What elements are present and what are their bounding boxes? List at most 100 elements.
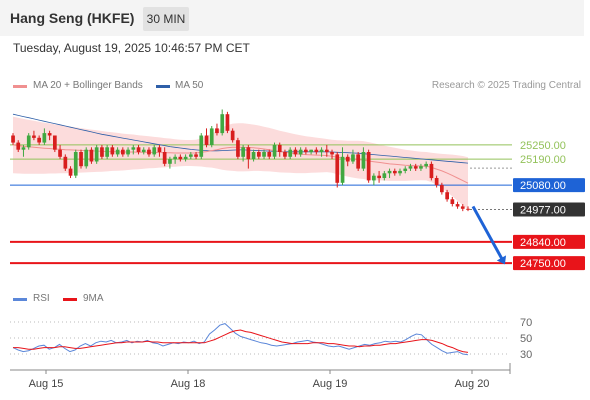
- rsi-tick-1: 50: [520, 333, 532, 345]
- candle-body: [366, 152, 371, 181]
- candle-body: [277, 144, 282, 152]
- instrument-title: Hang Seng (HKFE): [10, 10, 135, 26]
- rsi-series-rsi: [12, 323, 469, 356]
- price-tag-bg-5: [513, 256, 585, 271]
- candle-body: [356, 154, 360, 169]
- candle-body: [126, 149, 130, 155]
- candle-body: [398, 170, 402, 174]
- candle-body: [267, 152, 272, 157]
- candle-body: [257, 152, 261, 157]
- candle-body: [272, 144, 277, 157]
- candle-body: [440, 185, 444, 193]
- ma50-line: [12, 113, 469, 164]
- candle-body: [372, 175, 376, 181]
- candle-body: [319, 149, 324, 153]
- legend-label-rsi: RSI: [33, 293, 50, 304]
- candle-body: [387, 170, 392, 174]
- candle-body: [298, 149, 303, 155]
- price-tag-0: 25250.00: [520, 140, 566, 152]
- candle-body: [204, 135, 209, 145]
- candle-body: [47, 133, 52, 136]
- x-tick-label-0: Aug 15: [29, 378, 64, 390]
- credit-text: Research © 2025 Trading Central: [431, 80, 581, 91]
- candle-body: [434, 178, 439, 186]
- candle-body: [304, 149, 308, 153]
- candle-body: [11, 135, 15, 143]
- legend-swatch-rsi: [13, 298, 27, 301]
- candle-body: [408, 166, 413, 169]
- price-tag-bg-4: [513, 234, 585, 249]
- candle-body: [89, 149, 94, 162]
- candle-body: [413, 166, 418, 169]
- candle-body: [58, 149, 62, 157]
- candle-body: [110, 147, 115, 155]
- header-bar: Hang Seng (HKFE) 30 MIN: [0, 0, 584, 36]
- candle-body: [209, 128, 214, 145]
- price-tag-1: 25190.00: [520, 154, 566, 166]
- price-tag-5: 24750.00: [520, 258, 566, 270]
- candle-body: [121, 149, 125, 155]
- candle-body: [314, 149, 319, 153]
- ma20-line: [12, 144, 469, 184]
- candle-body: [84, 149, 89, 167]
- candle-body: [424, 163, 428, 167]
- candle-body: [105, 147, 109, 157]
- legend-label-ma20: MA 20 + Bollinger Bands: [33, 80, 143, 91]
- candle-body: [178, 156, 183, 160]
- rsi-tick-0: 70: [520, 317, 532, 329]
- legend-label-ma50: MA 50: [175, 80, 204, 91]
- candle-body: [225, 114, 230, 131]
- candle-body: [194, 154, 198, 157]
- candle-body: [173, 156, 177, 160]
- candle-body: [131, 147, 136, 150]
- candle-body: [141, 149, 146, 153]
- timeframe-badge[interactable]: 30 MIN: [143, 7, 189, 31]
- price-tag-2: 25080.00: [520, 180, 566, 192]
- candle-body: [199, 135, 204, 157]
- candle-body: [152, 147, 157, 155]
- candle-body: [230, 130, 235, 141]
- x-tick-label-3: Aug 20: [455, 378, 490, 390]
- candle-body: [63, 156, 68, 169]
- x-tick-label-1: Aug 18: [171, 378, 206, 390]
- candle-body: [136, 147, 141, 152]
- candle-body: [147, 149, 151, 155]
- candle-body: [16, 142, 21, 150]
- legend-label-9ma: 9MA: [83, 293, 104, 304]
- candle-body: [94, 147, 99, 162]
- candle-body: [325, 149, 329, 153]
- candle-body: [262, 152, 266, 157]
- bollinger-band: [13, 116, 468, 210]
- projection-arrowhead: [496, 255, 507, 265]
- rsi-tick-2: 30: [520, 349, 532, 361]
- candle-body: [377, 175, 381, 179]
- candle-body: [168, 159, 172, 164]
- candle-body: [236, 140, 240, 157]
- candle-body: [73, 152, 78, 176]
- candle-body: [330, 152, 334, 155]
- candle-body: [288, 149, 293, 157]
- candle-body: [361, 152, 366, 169]
- candle-body: [393, 170, 397, 174]
- x-tick-label-2: Aug 19: [313, 378, 348, 390]
- candle-body: [220, 114, 225, 134]
- price-tag-4: 24840.00: [520, 237, 566, 249]
- candle-body: [340, 156, 345, 183]
- candle-body: [450, 199, 455, 204]
- rsi-series-9ma: [13, 329, 469, 353]
- candle-body: [455, 204, 460, 207]
- price-tag-3: 24977.00: [520, 204, 566, 216]
- candle-body: [68, 168, 73, 176]
- candle-body: [445, 192, 449, 200]
- candle-body: [100, 147, 104, 157]
- legend-swatch-ma50: [156, 85, 170, 88]
- candle-body: [283, 152, 287, 157]
- candle-body: [345, 156, 350, 162]
- price-tag-bg-2: [513, 178, 585, 193]
- candle-body: [419, 166, 423, 169]
- candle-body: [157, 147, 162, 152]
- candle-body: [26, 135, 31, 148]
- projection-arrow: [471, 205, 505, 262]
- candle-body: [309, 149, 313, 153]
